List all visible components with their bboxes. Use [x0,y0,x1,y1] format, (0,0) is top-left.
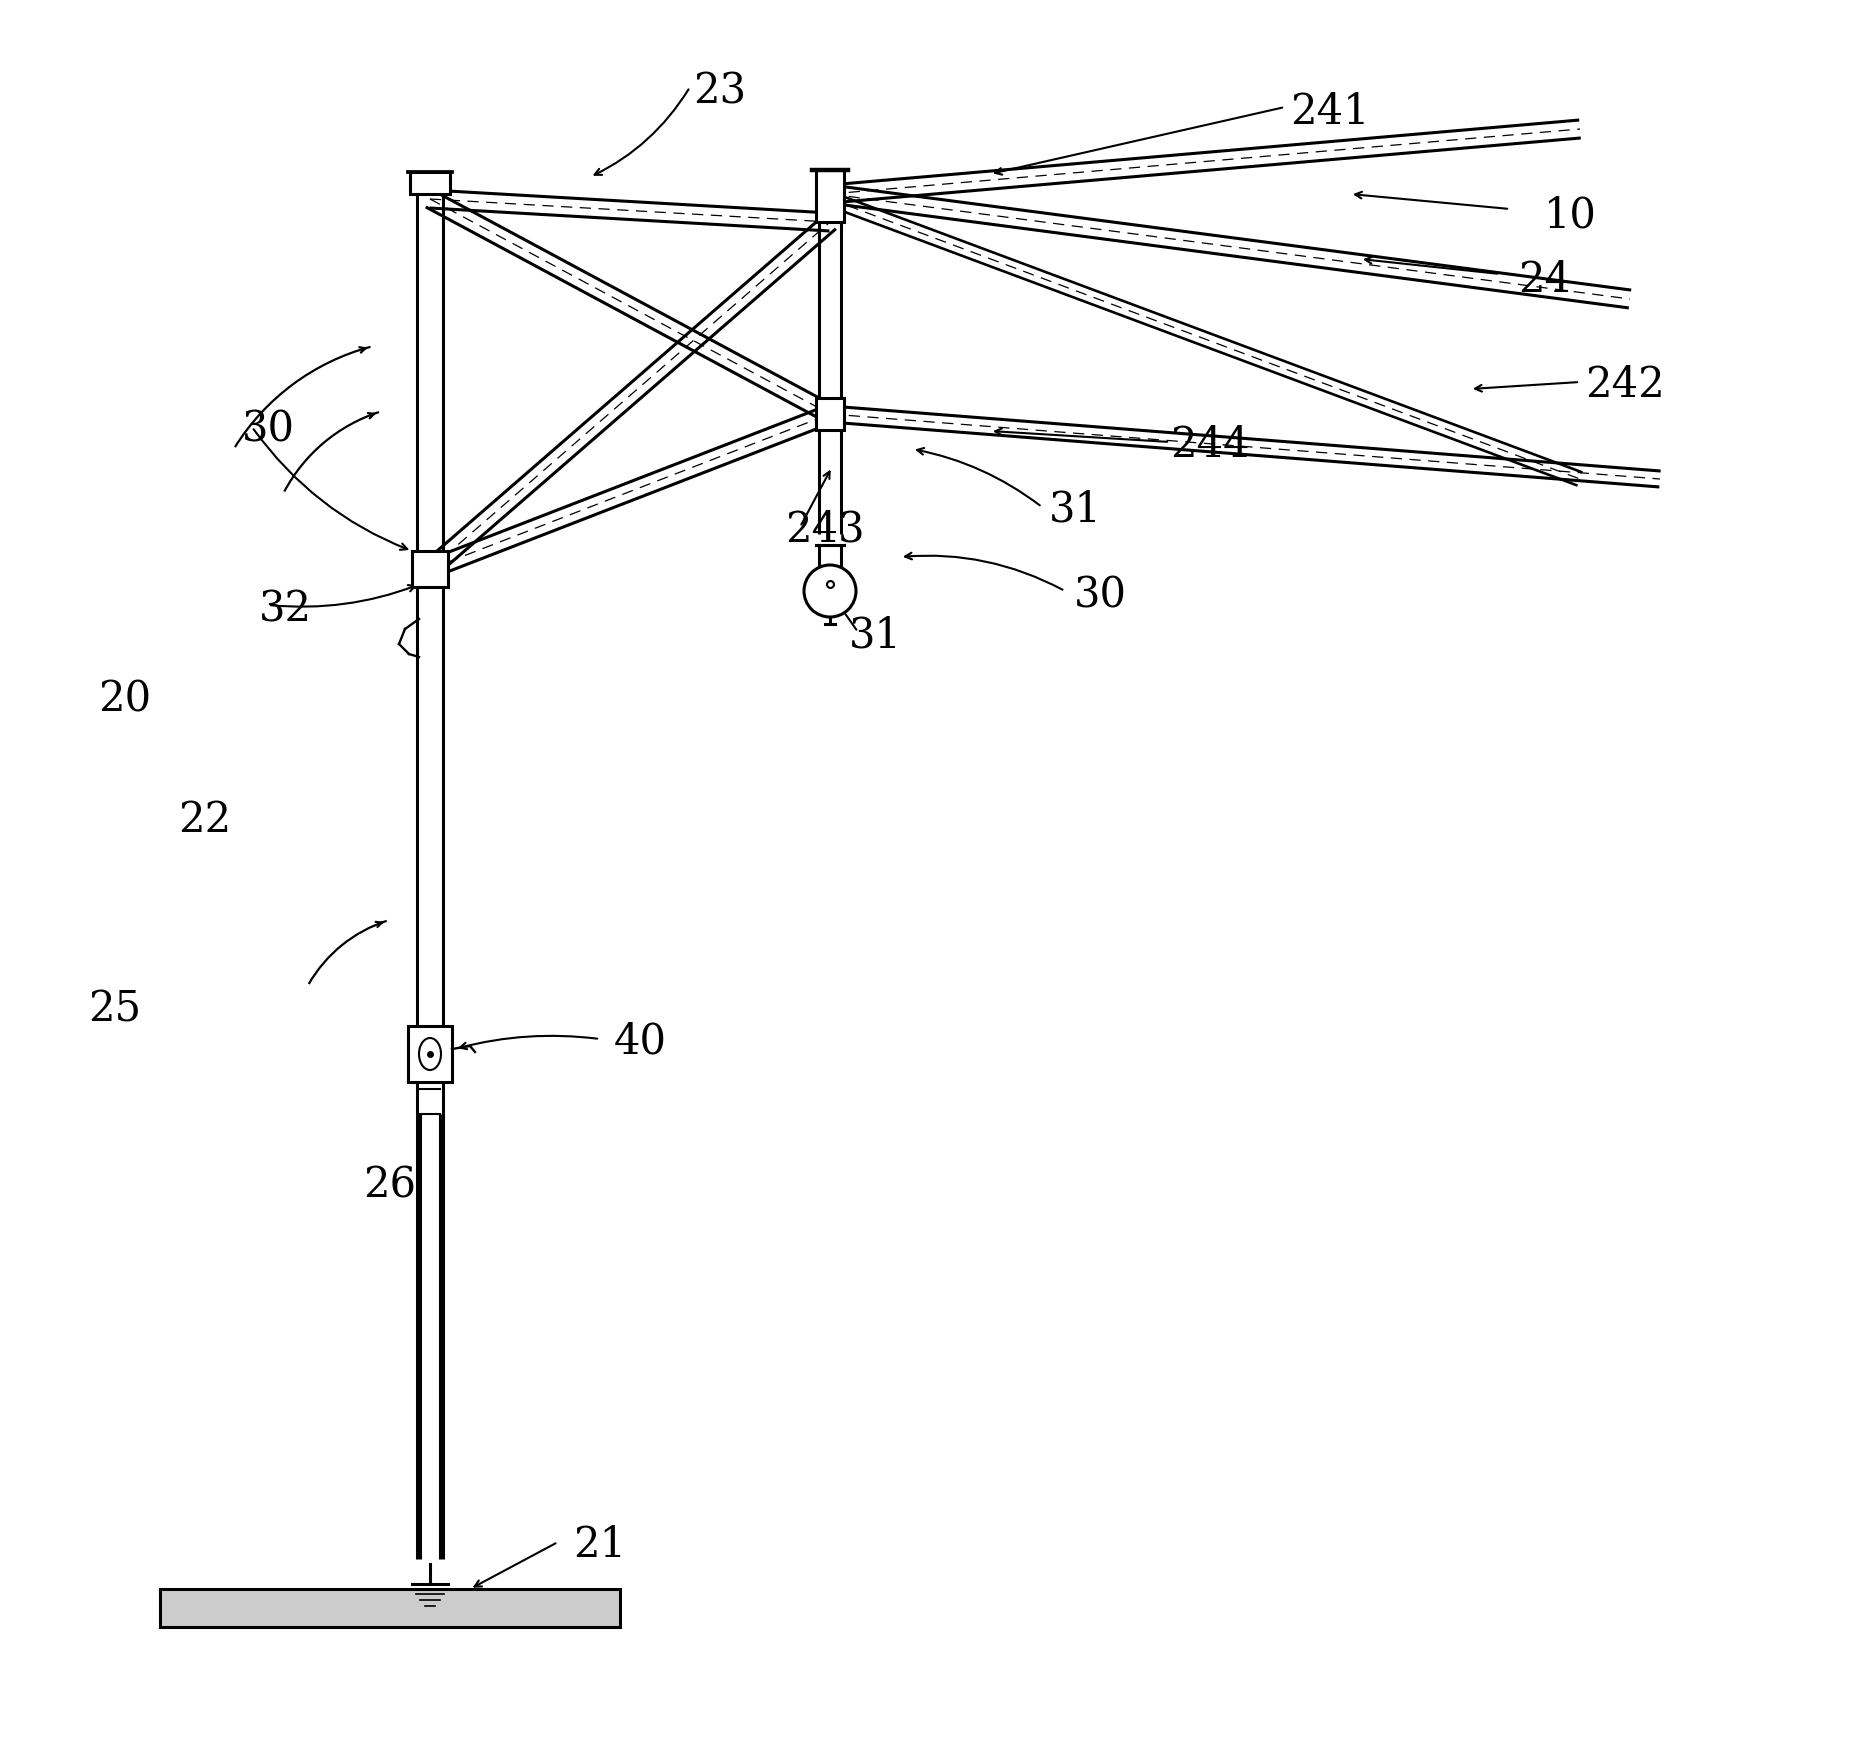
Text: 20: 20 [99,678,151,720]
Text: 24: 24 [1518,259,1571,301]
Bar [411,551,449,588]
Bar [815,398,843,431]
Bar [408,1026,453,1082]
Bar [815,170,843,223]
Text: 32: 32 [258,590,312,631]
Text: 241: 241 [1290,90,1369,132]
Text: 26: 26 [363,1163,417,1205]
Text: 22: 22 [178,798,232,840]
Bar [410,172,451,195]
Text: 31: 31 [849,614,901,656]
Bar [161,1589,621,1628]
Text: 25: 25 [88,988,142,1031]
Text: 40: 40 [613,1021,666,1063]
Text: 31: 31 [1049,489,1101,530]
Text: 242: 242 [1586,363,1664,405]
Bar [819,546,842,567]
Text: 243: 243 [785,510,864,551]
Text: 244: 244 [1171,424,1249,466]
Text: 10: 10 [1543,193,1597,237]
Text: 21: 21 [574,1523,626,1565]
Text: 30: 30 [1073,574,1126,616]
Circle shape [804,565,856,617]
Ellipse shape [419,1038,441,1071]
Text: 30: 30 [241,409,294,450]
Text: 23: 23 [694,71,746,113]
